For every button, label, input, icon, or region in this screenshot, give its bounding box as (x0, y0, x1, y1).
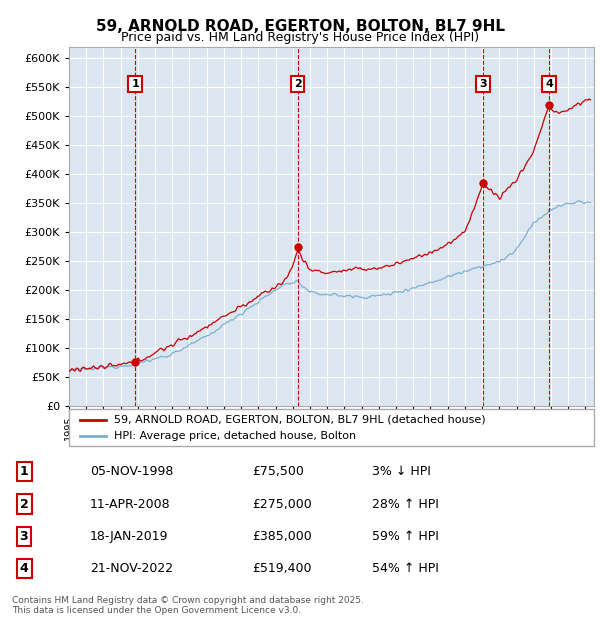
Text: 2: 2 (20, 498, 28, 510)
Text: 18-JAN-2019: 18-JAN-2019 (90, 530, 169, 542)
Text: £75,500: £75,500 (252, 466, 304, 478)
Text: 21-NOV-2022: 21-NOV-2022 (90, 562, 173, 575)
Text: 59% ↑ HPI: 59% ↑ HPI (372, 530, 439, 542)
Text: 3% ↓ HPI: 3% ↓ HPI (372, 466, 431, 478)
Text: £519,400: £519,400 (252, 562, 311, 575)
Text: Price paid vs. HM Land Registry's House Price Index (HPI): Price paid vs. HM Land Registry's House … (121, 31, 479, 44)
Text: 3: 3 (20, 530, 28, 542)
Text: 05-NOV-1998: 05-NOV-1998 (90, 466, 173, 478)
Text: 59, ARNOLD ROAD, EGERTON, BOLTON, BL7 9HL: 59, ARNOLD ROAD, EGERTON, BOLTON, BL7 9H… (95, 19, 505, 33)
Text: 3: 3 (479, 79, 487, 89)
FancyBboxPatch shape (69, 409, 594, 446)
Text: 4: 4 (20, 562, 28, 575)
Text: 4: 4 (545, 79, 553, 89)
Text: £275,000: £275,000 (252, 498, 312, 510)
Text: 28% ↑ HPI: 28% ↑ HPI (372, 498, 439, 510)
Text: £385,000: £385,000 (252, 530, 312, 542)
Text: 54% ↑ HPI: 54% ↑ HPI (372, 562, 439, 575)
Text: Contains HM Land Registry data © Crown copyright and database right 2025.
This d: Contains HM Land Registry data © Crown c… (12, 596, 364, 615)
Text: 2: 2 (294, 79, 301, 89)
Text: HPI: Average price, detached house, Bolton: HPI: Average price, detached house, Bolt… (113, 431, 356, 441)
Text: 1: 1 (131, 79, 139, 89)
Text: 1: 1 (20, 466, 28, 478)
Text: 11-APR-2008: 11-APR-2008 (90, 498, 170, 510)
Text: 59, ARNOLD ROAD, EGERTON, BOLTON, BL7 9HL (detached house): 59, ARNOLD ROAD, EGERTON, BOLTON, BL7 9H… (113, 415, 485, 425)
